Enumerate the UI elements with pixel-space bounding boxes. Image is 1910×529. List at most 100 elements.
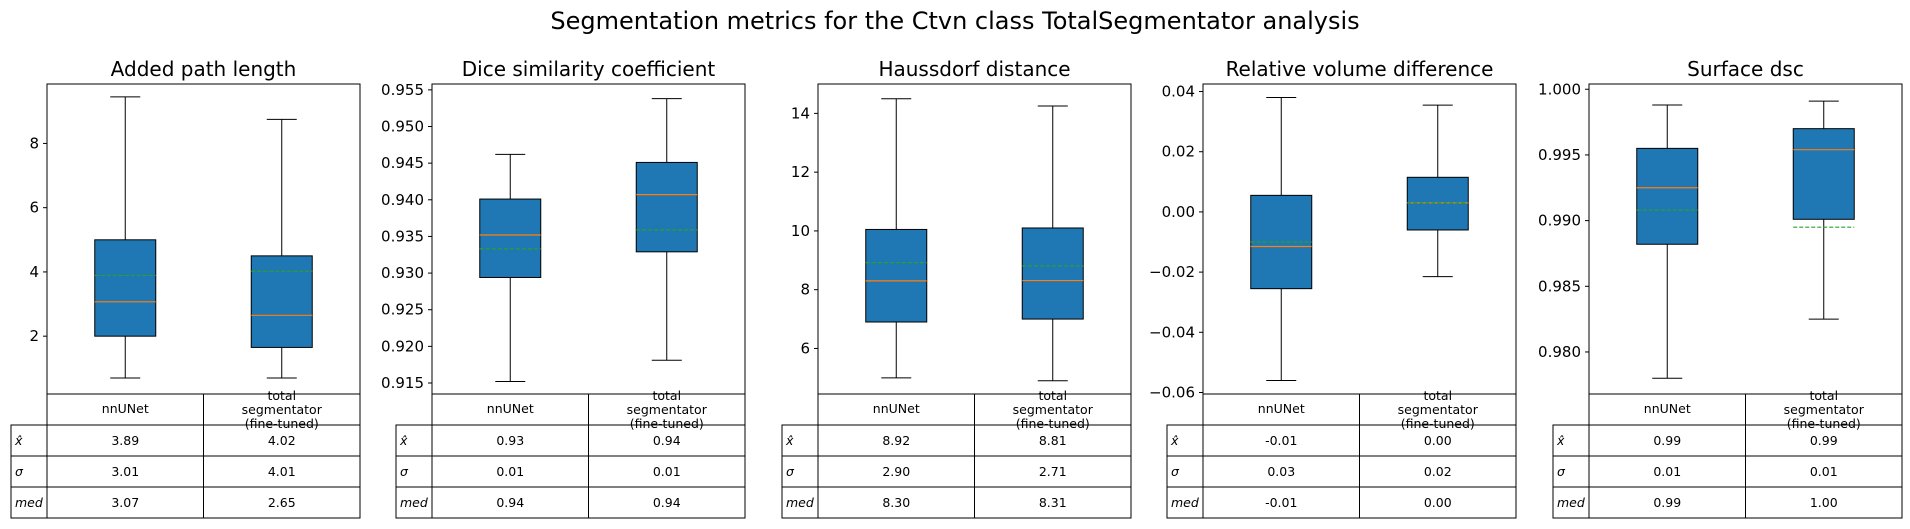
table-row-label: med — [400, 495, 428, 510]
table-row-label: x̂ — [1170, 433, 1179, 448]
table-cell: -0.01 — [1265, 433, 1297, 448]
table-cell: 0.99 — [1653, 433, 1681, 448]
table-row-label: x̂ — [1556, 433, 1565, 448]
table-cell: 8.30 — [882, 495, 910, 510]
table-col-label: nnUNet — [1258, 401, 1305, 416]
box-1 — [865, 98, 928, 379]
table-cell: 4.01 — [268, 464, 296, 479]
panel-1: Added path length 2 4 6 8 nnUNet totalsegmenta… — [10, 57, 361, 519]
table-row — [10, 486, 361, 519]
table-row-label: med — [1557, 495, 1585, 510]
table-cell: 0.03 — [1267, 464, 1295, 479]
table-cell: 0.00 — [1424, 433, 1452, 448]
table-row-label: σ — [1557, 464, 1566, 479]
table-col-label: nnUNet — [102, 401, 149, 416]
plot-frame — [46, 83, 361, 395]
panel-3: Haussdorf distance 6 8 10 12 14 nnUNet totalseg… — [781, 57, 1132, 519]
y-tick-label: 0.935 — [381, 227, 424, 245]
table-col-label: total — [1038, 388, 1067, 403]
y-tick-label: 0.945 — [381, 154, 424, 172]
box-1 — [1636, 104, 1699, 379]
table-cell: 0.01 — [1810, 464, 1838, 479]
table-row-label: x̂ — [399, 433, 408, 448]
table-col-label: (fine-tuned) — [1401, 416, 1475, 431]
table-row-label: σ — [15, 464, 24, 479]
iqr-box — [479, 198, 542, 278]
y-tick-label: 0.930 — [381, 264, 424, 282]
panel-2: Dice similarity coefficient 0.915 0.920 0.9… — [381, 57, 746, 519]
panel-5: Surface dsc 0.980 0.985 0.990 0.995 1.000 nnUN… — [1538, 57, 1903, 519]
box-2 — [1792, 100, 1855, 320]
table-cell: 0.01 — [653, 464, 681, 479]
y-tick-label: 0.02 — [1162, 143, 1195, 161]
box-2 — [250, 118, 313, 379]
y-tick-label: −0.04 — [1149, 323, 1195, 341]
iqr-box — [865, 228, 928, 323]
table-cell: 8.92 — [882, 433, 910, 448]
table-cell: 0.01 — [1653, 464, 1681, 479]
panel-4: Relative volume difference −0.06 −0.04 −0.0… — [1149, 57, 1517, 519]
y-tick-label: −0.06 — [1149, 383, 1195, 401]
y-tick-label: 0.950 — [381, 118, 424, 136]
table-cell: 2.90 — [882, 464, 910, 479]
table-row — [1552, 486, 1903, 519]
table-col-label: segmentator — [1398, 402, 1479, 417]
table-col-label: total — [652, 388, 681, 403]
table-col-label: (fine-tuned) — [1787, 416, 1861, 431]
table-cell: 3.01 — [111, 464, 139, 479]
panel-title: Haussdorf distance — [878, 57, 1070, 81]
table-col-label: (fine-tuned) — [245, 416, 319, 431]
table-row — [395, 486, 746, 519]
table-col-label: (fine-tuned) — [630, 416, 704, 431]
table-row — [10, 455, 361, 488]
box-1 — [1250, 97, 1313, 381]
table-col-label: nnUNet — [1644, 401, 1691, 416]
table-col-label: total — [1423, 388, 1452, 403]
iqr-box — [1792, 128, 1855, 220]
table-row — [1552, 455, 1903, 488]
iqr-box — [1406, 176, 1469, 231]
table-row-label: σ — [400, 464, 409, 479]
table-cell: 0.99 — [1653, 495, 1681, 510]
table-cell: 3.89 — [111, 433, 139, 448]
iqr-box — [1021, 227, 1084, 320]
table-cell: 0.93 — [496, 433, 524, 448]
panel-title: Relative volume difference — [1226, 57, 1494, 81]
box-1 — [94, 96, 157, 379]
table-cell: 8.31 — [1039, 495, 1067, 510]
table-cell: 0.99 — [1810, 433, 1838, 448]
y-tick-label: 0.980 — [1538, 343, 1581, 361]
table-row-label: med — [786, 495, 814, 510]
table-col-label: segmentator — [1013, 402, 1094, 417]
table-row-label: x̂ — [14, 433, 23, 448]
table-col-label: segmentator — [627, 402, 708, 417]
table-row-label: x̂ — [785, 433, 794, 448]
figure-title: Segmentation metrics for the Ctvn class … — [550, 7, 1359, 35]
table-row-label: σ — [1171, 464, 1180, 479]
table-row — [781, 455, 1132, 488]
y-tick-label: 0.925 — [381, 301, 424, 319]
iqr-box — [635, 161, 698, 253]
iqr-box — [94, 239, 157, 337]
y-tick-label: 1.000 — [1538, 80, 1581, 98]
panel-title: Dice similarity coefficient — [462, 57, 716, 81]
table-col-label: segmentator — [242, 402, 323, 417]
table-cell: 8.81 — [1039, 433, 1067, 448]
table-cell: 0.00 — [1424, 495, 1452, 510]
table-row-label: σ — [786, 464, 795, 479]
y-tick-label: 0.995 — [1538, 146, 1581, 164]
iqr-box — [250, 255, 313, 348]
y-tick-label: 0.990 — [1538, 212, 1581, 230]
y-tick-label: 6 — [800, 339, 810, 357]
table-cell: 0.94 — [496, 495, 524, 510]
y-tick-label: 0.940 — [381, 191, 424, 209]
table-cell: 0.02 — [1424, 464, 1452, 479]
box-2 — [1406, 104, 1469, 278]
table-cell: -0.01 — [1265, 495, 1297, 510]
